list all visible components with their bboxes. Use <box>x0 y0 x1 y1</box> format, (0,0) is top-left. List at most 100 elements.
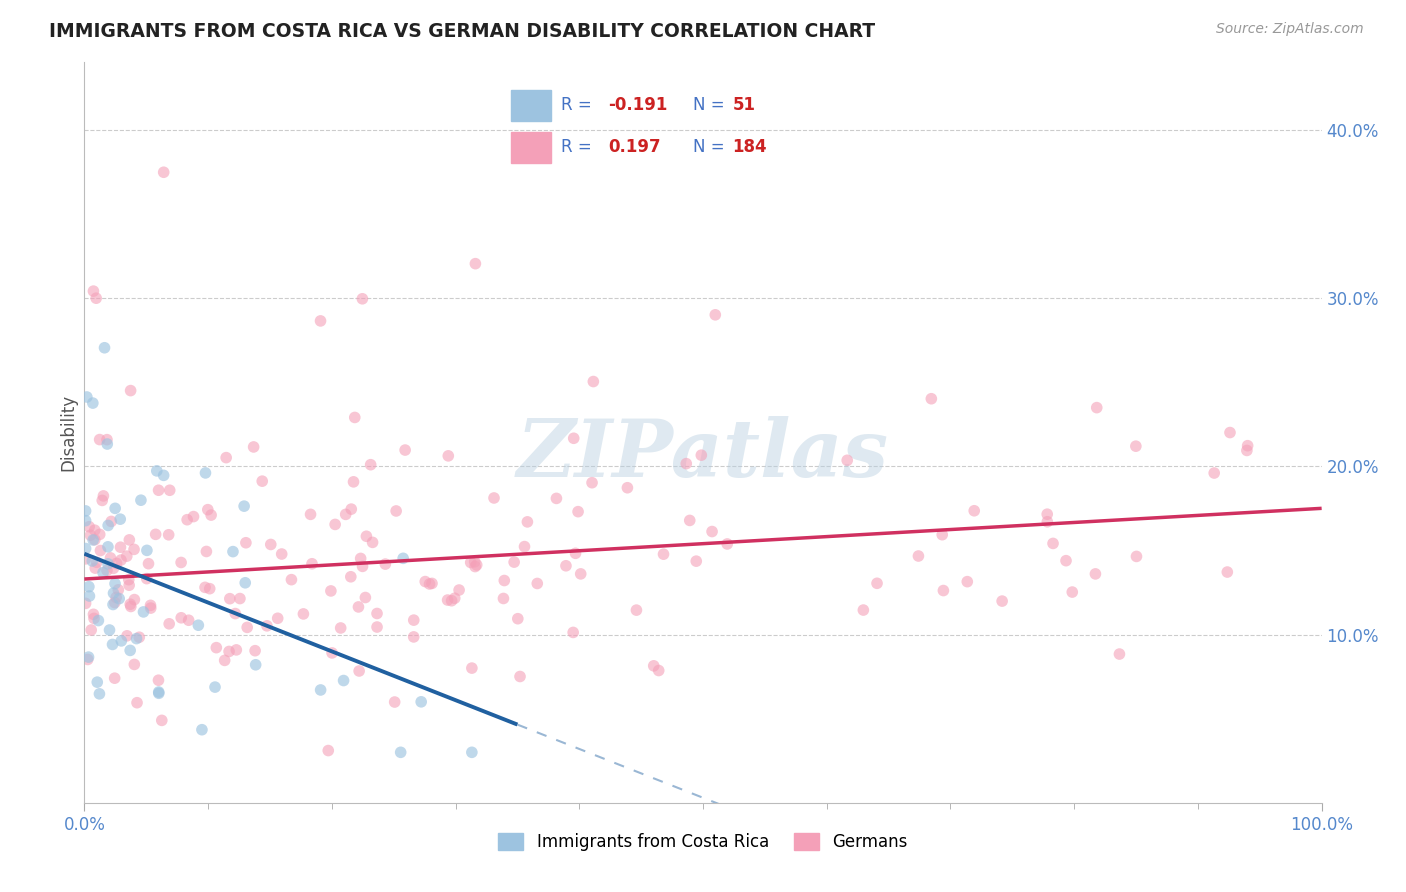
Point <box>198 582 221 596</box>
Point <box>120 597 142 611</box>
Point <box>76 652 98 666</box>
Point <box>152 165 174 179</box>
Point <box>83 533 105 547</box>
Point <box>124 657 146 672</box>
Point <box>96 437 118 451</box>
Point <box>235 535 257 549</box>
Point <box>267 611 290 625</box>
Point <box>329 621 352 635</box>
Point <box>115 549 138 564</box>
Point <box>1085 401 1108 415</box>
Point <box>464 257 486 271</box>
Point <box>197 502 219 516</box>
Point <box>443 591 465 606</box>
Point <box>236 620 259 634</box>
Point <box>366 607 388 621</box>
Point <box>225 643 247 657</box>
Point <box>1219 425 1241 440</box>
Point <box>546 491 568 506</box>
Point <box>413 574 436 589</box>
Point <box>110 633 132 648</box>
Point <box>280 573 302 587</box>
Point <box>132 605 155 619</box>
Point <box>200 508 222 522</box>
Point <box>105 557 128 571</box>
Point <box>562 431 585 445</box>
Point <box>159 483 181 498</box>
Point <box>91 566 114 580</box>
Point <box>82 554 104 568</box>
Point <box>148 686 170 700</box>
Point <box>513 540 536 554</box>
Point <box>360 458 382 472</box>
Point <box>340 570 363 584</box>
Point <box>218 644 240 658</box>
Point <box>852 603 875 617</box>
Point <box>120 599 142 614</box>
Point <box>437 449 460 463</box>
Point <box>652 547 675 561</box>
Point <box>97 557 120 571</box>
Point <box>343 410 366 425</box>
Point <box>83 611 105 625</box>
Point <box>1042 536 1064 550</box>
Point <box>494 574 516 588</box>
Point <box>110 540 132 554</box>
Point <box>616 481 638 495</box>
Point <box>77 580 100 594</box>
Point <box>394 443 416 458</box>
Point <box>115 629 138 643</box>
Point <box>402 613 425 627</box>
Point <box>150 714 173 728</box>
Point <box>420 576 443 591</box>
Point <box>647 664 669 678</box>
Point <box>931 527 953 541</box>
Point <box>340 502 363 516</box>
Point <box>562 625 585 640</box>
Point <box>157 528 180 542</box>
Point <box>176 513 198 527</box>
Point <box>440 593 463 607</box>
Point <box>956 574 979 589</box>
Text: IMMIGRANTS FROM COSTA RICA VS GERMAN DISABILITY CORRELATION CHART: IMMIGRANTS FROM COSTA RICA VS GERMAN DIS… <box>49 22 876 41</box>
Point <box>77 519 100 533</box>
Point <box>256 619 278 633</box>
Point <box>516 515 538 529</box>
Point <box>215 450 238 465</box>
Point <box>464 555 486 569</box>
Point <box>187 618 209 632</box>
Point <box>125 632 148 646</box>
Point <box>675 457 697 471</box>
Point <box>384 695 406 709</box>
Point <box>152 468 174 483</box>
Point <box>76 390 98 404</box>
Point <box>110 553 132 567</box>
Point <box>82 396 104 410</box>
Point <box>356 529 378 543</box>
Point <box>145 527 167 541</box>
Point <box>402 630 425 644</box>
Point <box>1236 443 1258 458</box>
Point <box>108 591 131 606</box>
Point <box>146 464 169 478</box>
Point <box>105 591 128 605</box>
Point <box>319 583 342 598</box>
Point <box>82 533 104 547</box>
Point <box>139 601 162 615</box>
Text: ZIPatlas: ZIPatlas <box>517 416 889 493</box>
Point <box>581 475 603 490</box>
Point <box>98 623 121 637</box>
Point <box>1108 647 1130 661</box>
Point <box>354 591 377 605</box>
Point <box>332 673 354 688</box>
Point <box>135 543 157 558</box>
Point <box>89 543 111 558</box>
Point <box>1216 565 1239 579</box>
Point <box>205 640 228 655</box>
Point <box>506 612 529 626</box>
Point <box>103 561 125 575</box>
Point <box>86 555 108 569</box>
Point <box>104 576 127 591</box>
Point <box>118 533 141 547</box>
Point <box>148 685 170 699</box>
